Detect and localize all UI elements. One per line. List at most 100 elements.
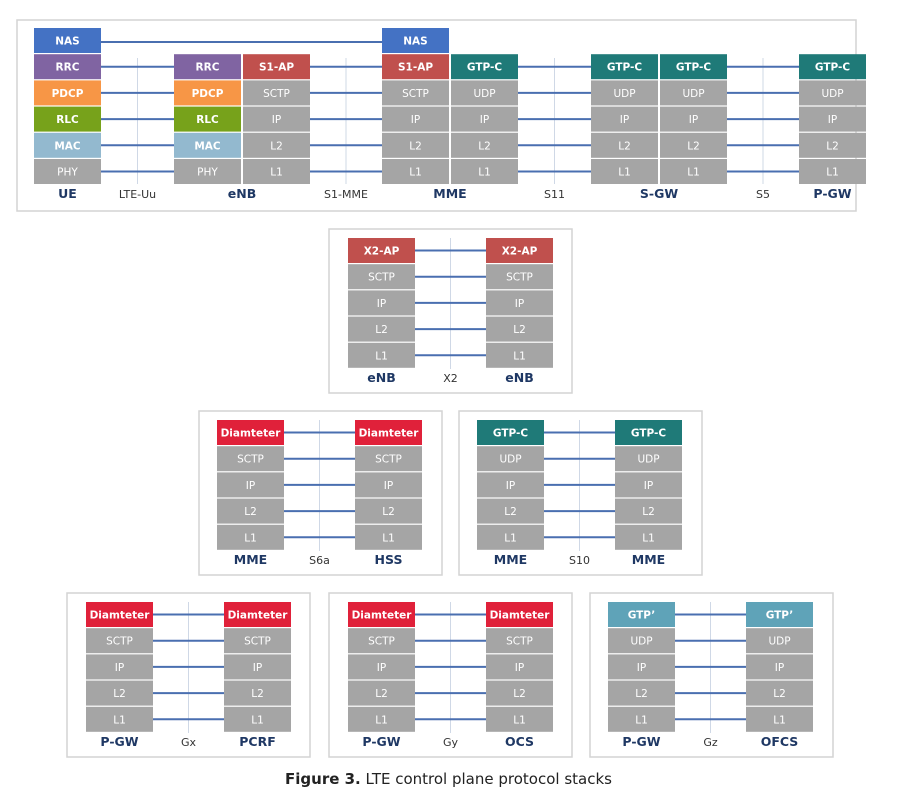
entity-label-pcrf: PCRF [239,734,276,749]
svg-text:L1: L1 [409,167,422,179]
entity-label-mme: MME [433,186,466,201]
layer-l2: L2 [451,132,518,158]
svg-text:RLC: RLC [56,114,79,126]
svg-text:UDP: UDP [637,454,659,466]
caption-label: Figure 3. [285,770,361,788]
svg-text:L2: L2 [513,688,526,700]
svg-text:SCTP: SCTP [368,636,395,648]
layer-rlc: RLC [34,106,101,132]
svg-text:L2: L2 [687,140,700,152]
layer-phy: PHY [174,159,241,184]
interface-label-lte-uu: LTE-Uu [119,188,156,201]
svg-text:GTP-C: GTP-C [631,428,666,440]
svg-text:GTP’: GTP’ [628,610,656,622]
svg-text:IP: IP [115,662,124,674]
svg-text:IP: IP [384,480,393,492]
svg-text:GTP-C: GTP-C [607,62,642,74]
entity-label-ocs: OCS [505,734,534,749]
svg-text:IP: IP [272,114,281,126]
svg-text:IP: IP [480,114,489,126]
interface-label-s6a: S6a [309,554,330,567]
layer-sctp: SCTP [382,80,449,106]
svg-text:L1: L1 [113,714,126,726]
layer-ip: IP [243,106,310,132]
entity-label-p-gw: P-GW [100,734,138,749]
svg-text:L1: L1 [375,350,388,362]
layer-sctp: SCTP [224,628,291,654]
layer-l1: L1 [86,706,153,732]
entity-label-enb: eNB [367,370,395,385]
layer-l2: L2 [660,132,727,158]
layer-l1: L1 [355,524,422,550]
layer-gtp: GTP’ [746,602,813,627]
layer-ip: IP [224,654,291,680]
entity-label-ofcs: OFCS [761,734,799,749]
svg-text:Diamteter: Diamteter [490,610,551,622]
layer-ip: IP [348,654,415,680]
svg-text:UDP: UDP [682,88,704,100]
svg-text:L1: L1 [244,532,257,544]
layer-l2: L2 [348,316,415,342]
svg-text:S1-AP: S1-AP [398,62,433,74]
layer-l1: L1 [746,706,813,732]
svg-text:SCTP: SCTP [244,636,271,648]
layer-l2: L2 [348,680,415,706]
layer-mac: MAC [174,132,241,158]
layer-gtp-c: GTP-C [799,54,866,80]
layer-nas: NAS [34,28,101,53]
svg-text:Diamteter: Diamteter [228,610,289,622]
layer-diamteter: Diamteter [217,420,284,445]
layer-gtp-c: GTP-C [660,54,727,80]
interface-label-gz: Gz [703,736,718,749]
layer-diamteter: Diamteter [86,602,153,627]
layer-ip: IP [799,106,866,132]
layer-l1: L1 [451,159,518,184]
svg-text:L2: L2 [375,324,388,336]
svg-text:IP: IP [515,662,524,674]
layer-l2: L2 [477,498,544,524]
interface-label-gy: Gy [443,736,459,749]
svg-text:S1-AP: S1-AP [259,62,294,74]
svg-text:L1: L1 [773,714,786,726]
svg-text:Diamteter: Diamteter [359,428,420,440]
entity-label-hss: HSS [375,552,403,567]
svg-text:GTP-C: GTP-C [467,62,502,74]
svg-text:IP: IP [377,662,386,674]
svg-text:RRC: RRC [56,62,80,74]
layer-l1: L1 [660,159,727,184]
entity-label-p-gw: P-GW [362,734,400,749]
layer-ip: IP [608,654,675,680]
svg-text:IP: IP [377,298,386,310]
svg-text:GTP-C: GTP-C [676,62,711,74]
entity-label-enb: eNB [228,186,256,201]
svg-text:GTP-C: GTP-C [493,428,528,440]
figure-caption: Figure 3. LTE control plane protocol sta… [0,770,897,788]
svg-text:PHY: PHY [197,167,218,179]
layer-gtp-c: GTP-C [615,420,682,445]
svg-text:IP: IP [775,662,784,674]
layer-gtp: GTP’ [608,602,675,627]
svg-text:Diamteter: Diamteter [352,610,413,622]
svg-text:L2: L2 [773,688,786,700]
entity-label-mme: MME [494,552,527,567]
layer-sctp: SCTP [243,80,310,106]
svg-text:L2: L2 [375,688,388,700]
layer-diamteter: Diamteter [224,602,291,627]
interface-label-x2: X2 [443,372,458,385]
svg-text:L2: L2 [642,506,655,518]
layer-ip: IP [660,106,727,132]
layer-x2-ap: X2-AP [348,238,415,263]
svg-text:L2: L2 [382,506,395,518]
layer-udp: UDP [608,628,675,654]
layer-l2: L2 [591,132,658,158]
svg-text:RRC: RRC [196,62,220,74]
layer-udp: UDP [799,80,866,106]
layer-sctp: SCTP [486,628,553,654]
layer-gtp-c: GTP-C [477,420,544,445]
svg-text:L1: L1 [513,350,526,362]
svg-text:IP: IP [515,298,524,310]
layer-rrc: RRC [34,54,101,80]
layer-l2: L2 [382,132,449,158]
svg-text:IP: IP [637,662,646,674]
layer-l1: L1 [608,706,675,732]
